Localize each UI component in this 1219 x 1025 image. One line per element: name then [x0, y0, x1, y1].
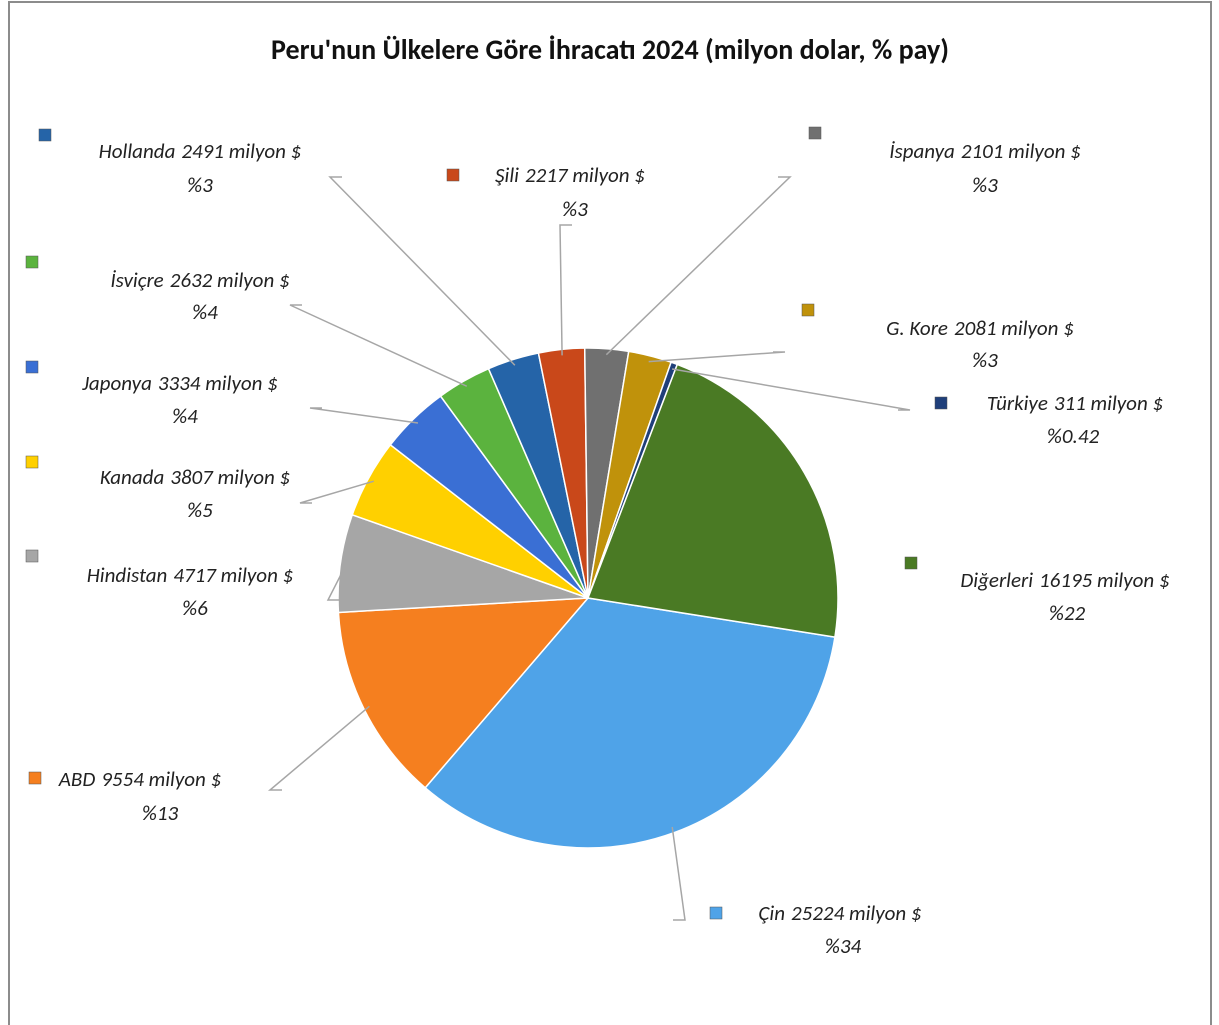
labels: Çin 25224 milyon $ %34 ABD 9554 milyon $ %13 H… — [25, 126, 1170, 959]
data-label: Hollanda 2491 milyon $ — [99, 138, 302, 164]
data-label: Japonya 3334 milyon $ — [81, 370, 278, 396]
legend-marker — [28, 771, 42, 785]
category-name: Şili — [495, 162, 519, 188]
data-label: Kanada 3807 milyon $ — [100, 464, 291, 490]
percentage-label: %3 — [187, 172, 213, 198]
data-label: ABD 9554 milyon $ — [58, 766, 222, 792]
value-label: 3334 milyon $ — [158, 370, 278, 396]
data-label: Çin 25224 milyon $ — [758, 900, 922, 926]
percentage-label: %13 — [142, 800, 179, 826]
category-name: İspanya — [889, 138, 955, 164]
leader-line — [267, 705, 370, 791]
category-name: Kanada — [100, 464, 164, 490]
percentage-label: %22 — [1049, 600, 1086, 626]
legend-marker — [801, 303, 815, 317]
value-label: 2217 milyon $ — [525, 162, 645, 188]
percentage-label: %3 — [972, 172, 998, 198]
chart-title: Peru'nun Ülkelere Göre İhracatı 2024 (mi… — [271, 32, 949, 67]
legend-marker — [25, 360, 39, 374]
legend-marker — [38, 128, 52, 142]
percentage-label: %4 — [192, 299, 218, 325]
leader-line — [671, 826, 686, 921]
data-label: G. Kore 2081 milyon $ — [886, 315, 1074, 341]
percentage-label: %0.42 — [1047, 423, 1100, 449]
pie — [337, 347, 839, 849]
percentage-label: %6 — [182, 595, 208, 621]
value-label: 3807 milyon $ — [170, 464, 290, 490]
category-name: Hollanda — [99, 138, 176, 164]
leader-line — [326, 563, 348, 601]
value-label: 2491 milyon $ — [181, 138, 301, 164]
value-label: 16195 milyon $ — [1039, 567, 1170, 593]
percentage-label: %4 — [172, 403, 198, 429]
percentage-label: %3 — [562, 196, 588, 222]
value-label: 311 milyon $ — [1054, 390, 1164, 416]
frame — [8, 1, 1212, 1025]
data-label: Türkiye 311 milyon $ — [987, 390, 1164, 416]
value-label: 4717 milyon $ — [173, 562, 293, 588]
percentage-label: %34 — [825, 933, 862, 959]
legend-marker — [934, 396, 948, 410]
leader-line — [328, 176, 516, 366]
legend-marker — [709, 906, 723, 920]
value-label: 2101 milyon $ — [961, 138, 1081, 164]
value-label: 9554 milyon $ — [101, 766, 221, 792]
leader-line — [309, 407, 419, 424]
percentage-label: %5 — [187, 497, 213, 523]
category-name: Türkiye — [987, 390, 1048, 416]
category-name: Japonya — [81, 370, 152, 396]
pie-slice — [424, 597, 836, 849]
leader-line — [289, 304, 468, 387]
category-name: İsviçre — [110, 267, 163, 293]
category-name: G. Kore — [886, 315, 948, 341]
value-label: 2632 milyon $ — [170, 267, 290, 293]
category-name: Çin — [758, 900, 785, 926]
legend-marker — [25, 255, 39, 269]
data-label: İspanya 2101 milyon $ — [889, 138, 1081, 164]
category-name: ABD — [58, 766, 96, 792]
data-label: Diğerleri 16195 milyon $ — [960, 567, 1170, 593]
legend-marker — [808, 126, 822, 140]
leader-line — [671, 368, 911, 411]
pie-slice — [337, 597, 590, 789]
leader-line — [605, 176, 792, 356]
legend-marker — [904, 556, 918, 570]
data-label: Şili 2217 milyon $ — [495, 162, 645, 188]
data-label: İsviçre 2632 milyon $ — [110, 267, 290, 293]
leader-line — [648, 351, 786, 363]
pie-slice — [586, 363, 839, 638]
value-label: 25224 milyon $ — [791, 900, 922, 926]
legend-marker — [25, 455, 39, 469]
percentage-label: %3 — [972, 347, 998, 373]
category-name: Diğerleri — [960, 567, 1033, 593]
category-name: Hindistan — [87, 562, 168, 588]
legend-marker — [446, 168, 460, 182]
data-label: Hindistan 4717 milyon $ — [87, 562, 294, 588]
leader-line — [559, 224, 572, 356]
leader-line — [299, 480, 374, 504]
value-label: 2081 milyon $ — [954, 315, 1074, 341]
legend-marker — [25, 549, 39, 563]
